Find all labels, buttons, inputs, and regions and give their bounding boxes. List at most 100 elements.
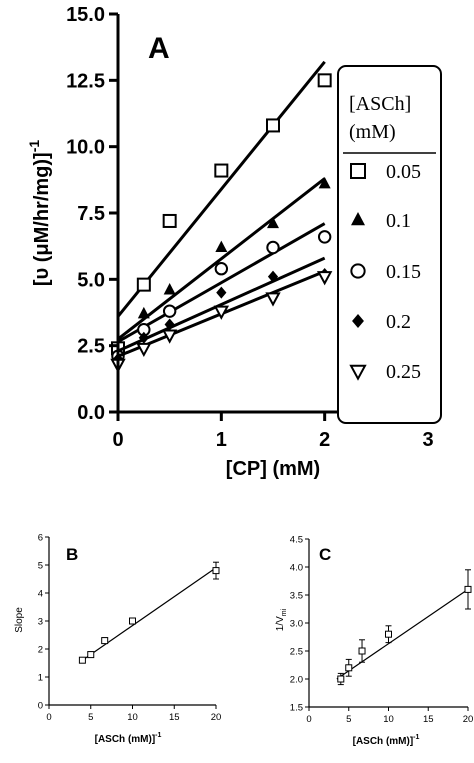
panel-b-ylabel: Slope (14, 607, 25, 633)
legend-item-0.05: 0.05 (350, 161, 421, 183)
panel-a-letter: A (148, 32, 170, 65)
fit-line-0.2 (117, 256, 326, 353)
fit-line (82, 567, 217, 661)
data-point (137, 306, 150, 319)
legend-box (337, 65, 442, 424)
legend-label: 0.2 (386, 311, 411, 333)
data-point (87, 651, 95, 659)
data-point (266, 118, 280, 133)
data-point (213, 305, 230, 320)
panel-b: B 0 5 10 15 20 0 1 2 3 4 5 6 [ASCh (mM)]-1 Slope (14, 533, 221, 746)
panel-b-ytick-label: 2 (38, 645, 43, 656)
panel-c-axes (308, 539, 468, 708)
legend-label: 0.25 (386, 361, 421, 383)
data-marker (101, 637, 109, 645)
panel-b-ytick-label: 4 (38, 589, 43, 600)
data-point (214, 262, 229, 276)
panel-c-xtick-label: 0 (306, 714, 311, 725)
panel-a-xlabel: [CP] (mM) (226, 458, 320, 480)
panel-c-ytick-label: 4.0 (290, 563, 303, 574)
panel-c-marks (336, 569, 472, 686)
data-point (162, 213, 177, 228)
data-point (318, 176, 331, 189)
panel-c-xtick-label: 5 (346, 714, 351, 725)
legend-item-0.2: 0.2 (352, 311, 411, 333)
data-point (267, 270, 279, 283)
legend-marker (350, 163, 366, 179)
panel-a: A 0 1 2 3 0.0 2.5 5.0 7.5 10.0 12.5 15.0 [CP] (mM)… (26, 4, 442, 480)
panel-b-ytick-label: 3 (38, 617, 43, 628)
panel-b-xtick-label: 5 (88, 712, 93, 723)
panel-b-letter: B (66, 545, 78, 564)
data-point (266, 240, 280, 255)
data-point (214, 163, 229, 178)
legend-label: 0.15 (386, 261, 421, 283)
data-point (78, 656, 86, 664)
data-point (317, 73, 332, 88)
data-point (163, 283, 176, 295)
data-marker (464, 585, 472, 593)
data-marker (78, 656, 86, 664)
panel-b-xtick-label: 20 (211, 712, 222, 723)
data-point (464, 569, 472, 610)
panel-c-ytick-label: 3.5 (290, 591, 303, 602)
fit-line-0.05 (116, 60, 326, 318)
panel-a-marks (110, 60, 333, 373)
data-point (337, 672, 345, 686)
data-point (164, 318, 175, 331)
data-marker (87, 651, 95, 659)
legend-label: 0.1 (386, 210, 411, 232)
panel-a-ytick-label: 5.0 (77, 269, 105, 291)
panel-c-ytick-label: 2.5 (290, 647, 303, 658)
data-point (265, 292, 281, 307)
fit-line-0.15 (117, 222, 326, 343)
panel-a-ytick-label: 7.5 (77, 203, 105, 225)
panel-c-ytick-label: 3.0 (290, 619, 303, 630)
data-point (316, 271, 333, 286)
legend-items: 0.05 0.1 0.15 0.2 0.25 (349, 161, 421, 383)
data-point (101, 637, 109, 645)
data-marker (212, 567, 220, 575)
legend-label: 0.05 (386, 161, 421, 183)
legend-title-line1: [ASCh] (349, 93, 411, 115)
data-point (317, 230, 332, 244)
panel-c: C 0 5 10 15 20 1.5 2.0 2.5 3.0 3.5 4.0 4.5 [ASCh (m… (275, 535, 473, 748)
panel-b-xtick-label: 15 (169, 712, 180, 723)
data-point (212, 561, 220, 580)
fit-line-0.1 (117, 177, 326, 341)
fit-line (336, 588, 469, 680)
panel-a-xtick-label: 2 (319, 429, 330, 451)
legend-item-0.15: 0.15 (350, 261, 421, 283)
legend-marker (351, 211, 365, 226)
legend-marker (349, 364, 367, 381)
panel-b-marks (78, 561, 220, 664)
panel-a-ytick-label: 12.5 (66, 70, 105, 92)
panel-c-xlabel: [ASCh (mM)]-1 (353, 734, 420, 747)
panel-c-xtick-label: 10 (383, 714, 394, 725)
data-point (216, 286, 227, 299)
data-point (136, 342, 152, 358)
series-0.05 (111, 60, 332, 356)
data-point (136, 277, 151, 292)
data-marker (385, 630, 392, 638)
panel-c-letter: C (319, 545, 331, 564)
data-point (138, 331, 149, 344)
panel-b-ticks: 0 5 10 15 20 0 1 2 3 4 5 6 (38, 533, 222, 724)
panel-a-ytick-label: 2.5 (77, 336, 105, 358)
data-point (358, 639, 366, 663)
panel-a-xtick-label: 3 (422, 429, 433, 451)
legend-marker (352, 314, 364, 328)
data-marker (337, 675, 345, 683)
panel-a-ytick-label: 15.0 (66, 4, 105, 26)
panel-a-ylabel: [υ (μM/hr/mg)]-1 (26, 140, 53, 287)
panel-a-xtick-label: 1 (216, 429, 227, 451)
panel-c-xtick-label: 20 (463, 714, 474, 725)
data-marker (358, 647, 366, 655)
legend-marker (350, 263, 366, 279)
panel-a-ytick-label: 10.0 (66, 137, 105, 159)
data-marker (345, 664, 353, 672)
panel-b-xtick-label: 0 (46, 712, 51, 723)
panel-b-xlabel: [ASCh (mM)]-1 (95, 732, 162, 745)
data-marker (129, 617, 136, 625)
